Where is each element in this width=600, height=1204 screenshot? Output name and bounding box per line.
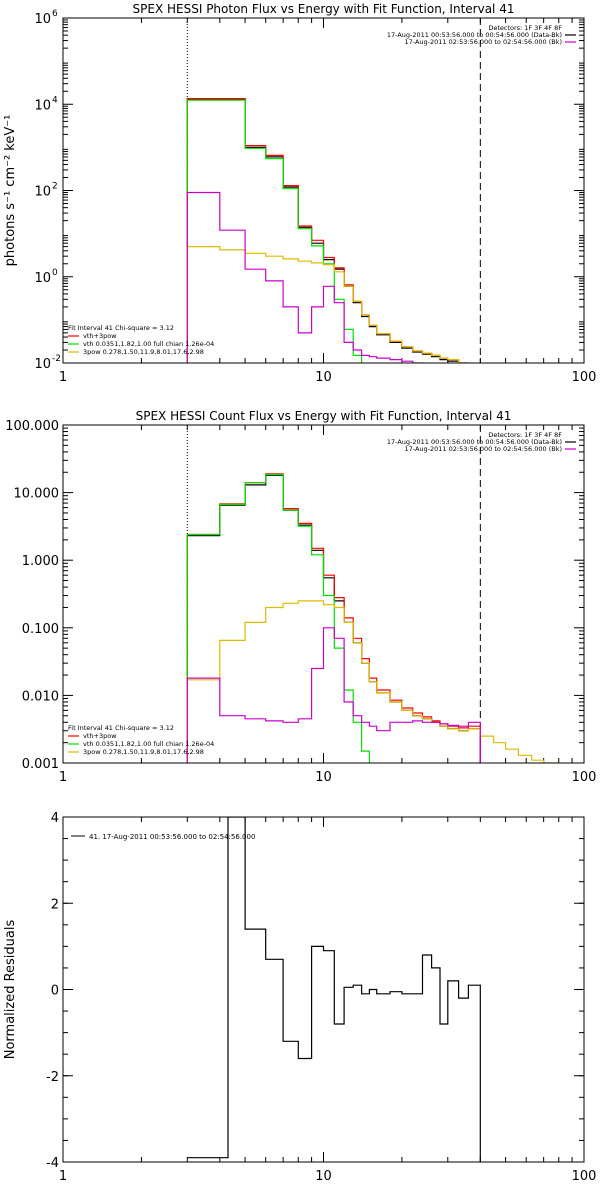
plot-frame [62,17,585,364]
panel-1 [62,17,585,364]
y-tick-base: 10 [34,357,51,372]
series-5-histogram [186,627,481,763]
y-axis-title: Normalized Residuals [3,920,18,1060]
series-group [186,98,469,363]
series-1-histogram [187,817,481,1162]
x-tick-label: 100 [572,1169,597,1184]
y-tick-label: 10 [34,271,51,286]
legend-top-entry: 17-Aug-2011 00:53:56.000 to 00:54:56.000… [387,31,562,39]
x-tick-label: 1 [59,370,67,385]
legend-top-entry: 17-Aug-2011 02:53:56.000 to 02:54:56.000… [405,445,562,453]
x-tick-label: 10 [315,1169,332,1184]
legend-top-entry: 41. 17-Aug-2011 00:53:56.000 to 02:54:56… [89,833,255,841]
y-tick-label: 0 [51,984,59,999]
legend-top-entry: Detectors: 1F 3F 4F 8F [488,24,562,32]
series-group [186,473,560,763]
series-group [187,817,481,1162]
y-tick-exponent: 6 [52,9,58,19]
x-tick-label: 1 [59,770,67,785]
y-tick-label: -2 [46,1070,59,1085]
chart-title: SPEX HESSI Photon Flux vs Energy with Fi… [133,2,515,16]
y-tick-base: 10 [34,271,51,286]
y-tick-exponent: 0 [52,268,58,278]
y-tick-exponent: -2 [52,354,61,364]
y-tick-label: 10 [34,357,51,372]
y-tick-base: 10 [34,12,51,27]
x-tick-label: 100 [572,370,597,385]
x-tick-label: 10 [315,770,332,785]
legend-bottom-entry: vth+3pow [83,732,117,740]
series-4-histogram [186,246,469,363]
y-tick-label: 4 [51,811,59,826]
y-tick-exponent: 2 [52,182,58,192]
legend-bottom-entry: Fit Interval 41 Chi-square = 3.12 [68,724,174,732]
y-axis-title: photons s⁻¹ cm⁻² keV⁻¹ [3,115,18,267]
y-tick-label: 10 [34,12,51,27]
y-tick-label: 100.000 [5,419,59,434]
legend-top-entry: 17-Aug-2011 02:53:56.000 to 02:54:56.000… [405,38,562,46]
plot-frame [62,816,585,1163]
y-tick-label: 0.100 [22,622,59,637]
series-3-histogram [186,473,370,763]
legend-bottom-entry: 3pow 0.278,1.50,11.9,8.01,17.6,2.98 [83,748,204,756]
series-5-histogram [186,191,424,363]
y-tick-label: 1.000 [22,554,59,569]
series-1-histogram [186,98,460,363]
legend-bottom-entry: 3pow 0.278,1.50,11.9,8.01,17.6,2.98 [83,348,204,356]
legend-bottom-entry: vth 0.0351,1.82,1.00 full chian 1.26e-04 [83,340,214,348]
panel-2 [62,424,585,764]
x-tick-label: 100 [572,770,597,785]
legend-bottom-entry: Fit Interval 41 Chi-square = 3.12 [68,324,174,332]
legend-bottom-entry: vth 0.0351,1.82,1.00 full chian 1.26e-04 [83,740,214,748]
y-tick-label: 0.001 [22,757,59,772]
y-tick-base: 10 [34,185,51,200]
x-tick-label: 10 [315,370,332,385]
y-tick-label: 2 [51,897,59,912]
y-tick-label: -4 [46,1156,59,1171]
legend-top-entry: Detectors: 1F 3F 4F 8F [488,431,562,439]
chart-title: SPEX HESSI Count Flux vs Energy with Fit… [136,409,512,423]
plot-frame [62,424,585,764]
y-tick-label: 10.000 [14,487,60,502]
y-tick-label: 0.010 [22,689,59,704]
x-tick-label: 1 [59,1169,67,1184]
y-tick-base: 10 [34,98,51,113]
series-4-histogram [186,600,560,763]
series-2-histogram [186,98,469,363]
y-tick-exponent: 4 [52,95,58,105]
legend-top-entry: 17-Aug-2011 00:53:56.000 to 00:54:56.000… [387,438,562,446]
panel-3 [62,816,585,1163]
legend-bottom-entry: vth+3pow [83,332,117,340]
series-3-histogram [186,99,363,363]
y-tick-label: 10 [34,185,51,200]
y-tick-label: 10 [34,98,51,113]
